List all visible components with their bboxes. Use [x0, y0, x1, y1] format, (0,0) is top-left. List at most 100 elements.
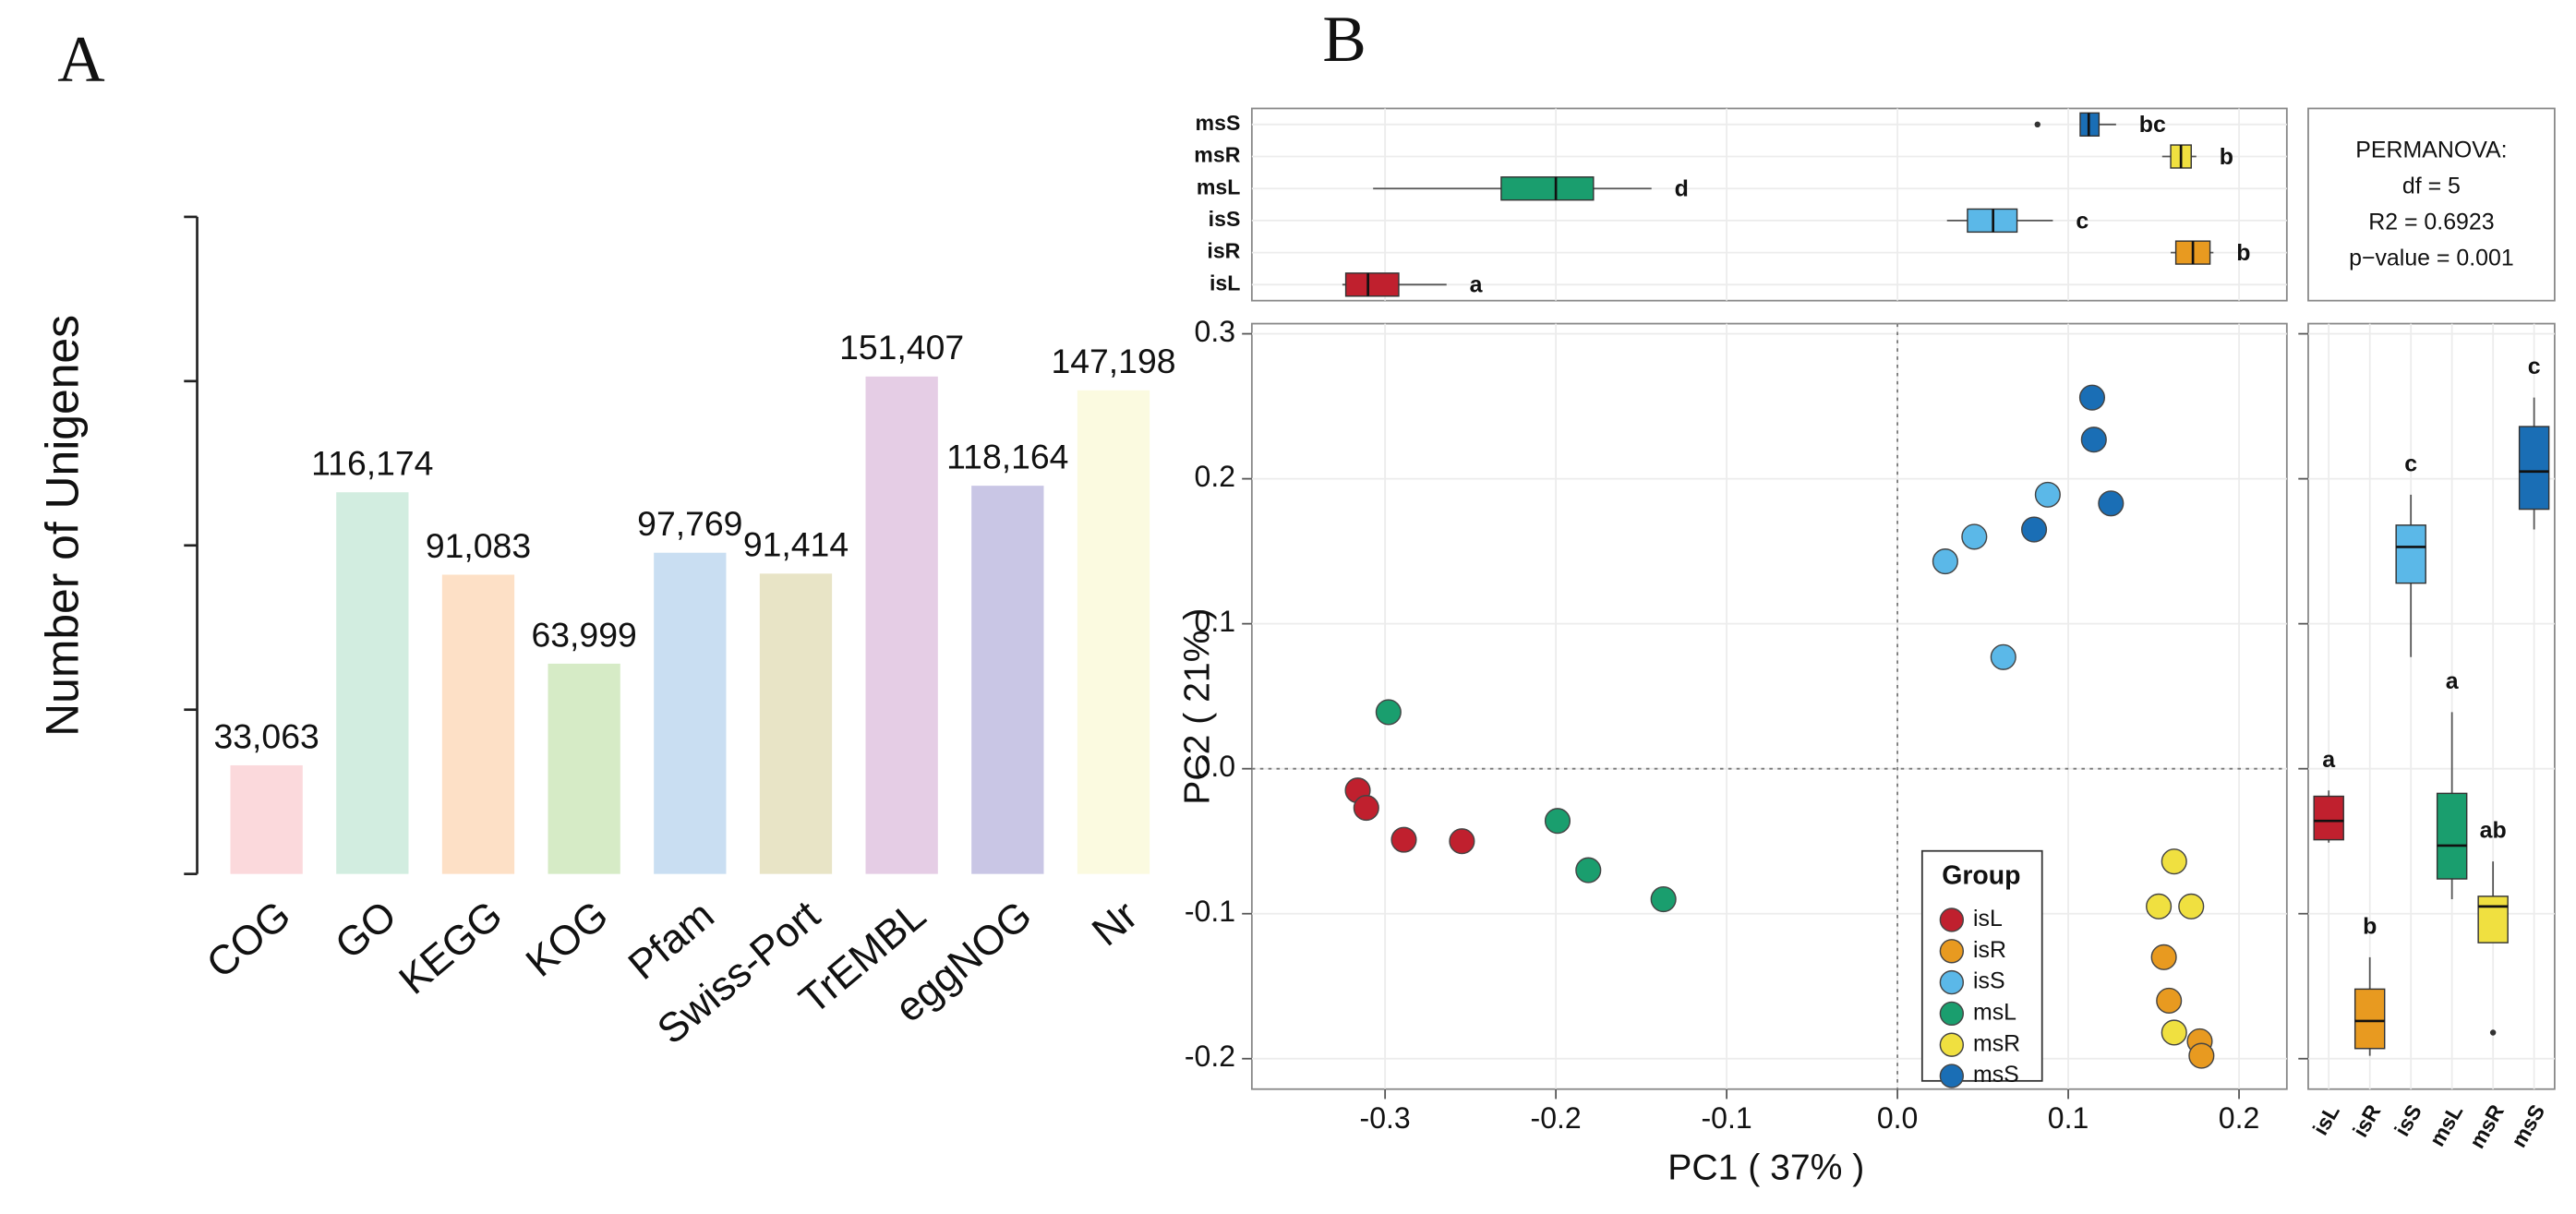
- x-tick-label: KOG: [518, 893, 617, 986]
- point: [1575, 857, 1602, 883]
- y-tick-label: msS: [1196, 111, 1241, 135]
- plot-frame: [1250, 107, 2288, 302]
- point: [1544, 808, 1571, 835]
- x-tick-label: Nr: [1084, 893, 1147, 956]
- x-tick-label: isS: [2389, 1100, 2426, 1140]
- legend-label: isR: [1973, 937, 2006, 963]
- y-tick-label: -0.2: [1185, 1040, 1235, 1073]
- legend-marker: [1939, 969, 1965, 995]
- value-label: 116,174: [311, 444, 433, 483]
- x-tick-label: 0.0: [1877, 1101, 1919, 1135]
- point: [1932, 548, 1958, 575]
- y-tick-label: msL: [1197, 174, 1241, 198]
- y-tick-label: isS: [1209, 207, 1241, 231]
- point: [1353, 795, 1379, 822]
- bar: [971, 486, 1044, 874]
- point: [2080, 427, 2107, 453]
- x-tick-label: -0.3: [1360, 1101, 1411, 1135]
- y-axis-label: Number of Unigenes: [36, 315, 88, 737]
- y-tick-label: 0.3: [1195, 315, 1236, 348]
- legend-marker: [1939, 1032, 1965, 1057]
- y-tick-label: 0.1: [1195, 605, 1236, 638]
- bar: [759, 573, 833, 874]
- x-tick-label: msR: [2464, 1100, 2509, 1153]
- x-tick-label: isL: [2308, 1100, 2344, 1139]
- significance-letter: d: [1675, 176, 1689, 202]
- bar: [865, 376, 938, 874]
- x-tick-label: msL: [2425, 1100, 2467, 1150]
- legend-label: isS: [1973, 968, 2005, 994]
- legend-title: Group: [1942, 861, 2020, 891]
- bar: [230, 764, 303, 874]
- value-label: 118,164: [946, 438, 1068, 476]
- point: [1375, 699, 1402, 726]
- point: [1961, 523, 1988, 550]
- legend-marker: [1939, 939, 1965, 964]
- significance-letter: c: [2404, 451, 2417, 476]
- y-tick-label: 0.0: [1195, 750, 1236, 783]
- x-tick-label: msS: [2506, 1100, 2549, 1151]
- y-axis-label: PC2 ( 21% ): [1177, 608, 1217, 805]
- significance-letter: a: [2322, 747, 2336, 773]
- point: [2150, 944, 2177, 970]
- bar: [654, 552, 727, 874]
- y-tick-label: 0.2: [1195, 460, 1236, 493]
- significance-letter: c: [2076, 208, 2088, 234]
- panel-label: A: [57, 24, 104, 96]
- box: [1500, 176, 1595, 201]
- x-tick-label: COG: [199, 893, 299, 988]
- value-label: 97,769: [637, 504, 742, 543]
- box: [2353, 988, 2386, 1050]
- y-tick-label: isL: [1210, 270, 1240, 294]
- bar: [441, 574, 515, 874]
- significance-letter: c: [2528, 354, 2541, 379]
- point: [2098, 490, 2125, 517]
- legend-label: msL: [1973, 999, 2016, 1025]
- point: [2161, 1019, 2187, 1046]
- x-tick-label: -0.1: [1702, 1101, 1752, 1135]
- annotation: p−value = 0.001: [2349, 246, 2514, 271]
- plot-frame: [2307, 322, 2556, 1090]
- bar: [336, 492, 409, 874]
- point: [2161, 848, 2187, 875]
- annotation: R2 = 0.6923: [2368, 210, 2494, 235]
- legend-marker: [1939, 1064, 1965, 1088]
- point: [2156, 987, 2183, 1014]
- box: [2436, 792, 2468, 880]
- significance-letter: ab: [2480, 818, 2507, 844]
- point: [1990, 643, 2016, 670]
- legend-marker: [1939, 907, 1965, 932]
- value-label: 147,198: [1051, 342, 1175, 380]
- annotation: df = 5: [2402, 173, 2461, 198]
- x-axis-label: PC1 ( 37% ): [1667, 1148, 1864, 1187]
- y-tick-label: -0.1: [1185, 895, 1235, 928]
- annotation-box: [2307, 107, 2556, 302]
- point: [2178, 893, 2205, 920]
- value-label: 151,407: [839, 328, 964, 367]
- outlier: [2489, 1029, 2497, 1036]
- x-tick-label: isR: [2348, 1100, 2386, 1141]
- bar: [548, 663, 620, 874]
- x-tick-label: GO: [327, 893, 404, 968]
- significance-letter: bc: [2139, 112, 2166, 138]
- bar: [1077, 390, 1150, 874]
- plot-frame: [1250, 322, 2288, 1090]
- value-label: 91,414: [743, 525, 849, 564]
- legend-label: msR: [1973, 1030, 2020, 1056]
- y-tick-label: msR: [1194, 143, 1240, 167]
- value-label: 63,999: [532, 615, 637, 654]
- x-tick-label: 0.2: [2219, 1101, 2260, 1135]
- value-label: 91,083: [426, 526, 531, 565]
- point: [2078, 384, 2106, 411]
- box: [2395, 524, 2426, 584]
- box: [2518, 426, 2550, 511]
- legend-label: msS: [1973, 1062, 2019, 1088]
- legend-marker: [1939, 1001, 1965, 1027]
- panel-label: B: [1322, 4, 1366, 76]
- point: [2146, 893, 2173, 920]
- box: [2477, 895, 2509, 944]
- outlier: [2034, 121, 2040, 128]
- x-tick-label: 0.1: [2048, 1101, 2089, 1135]
- box: [2313, 795, 2344, 841]
